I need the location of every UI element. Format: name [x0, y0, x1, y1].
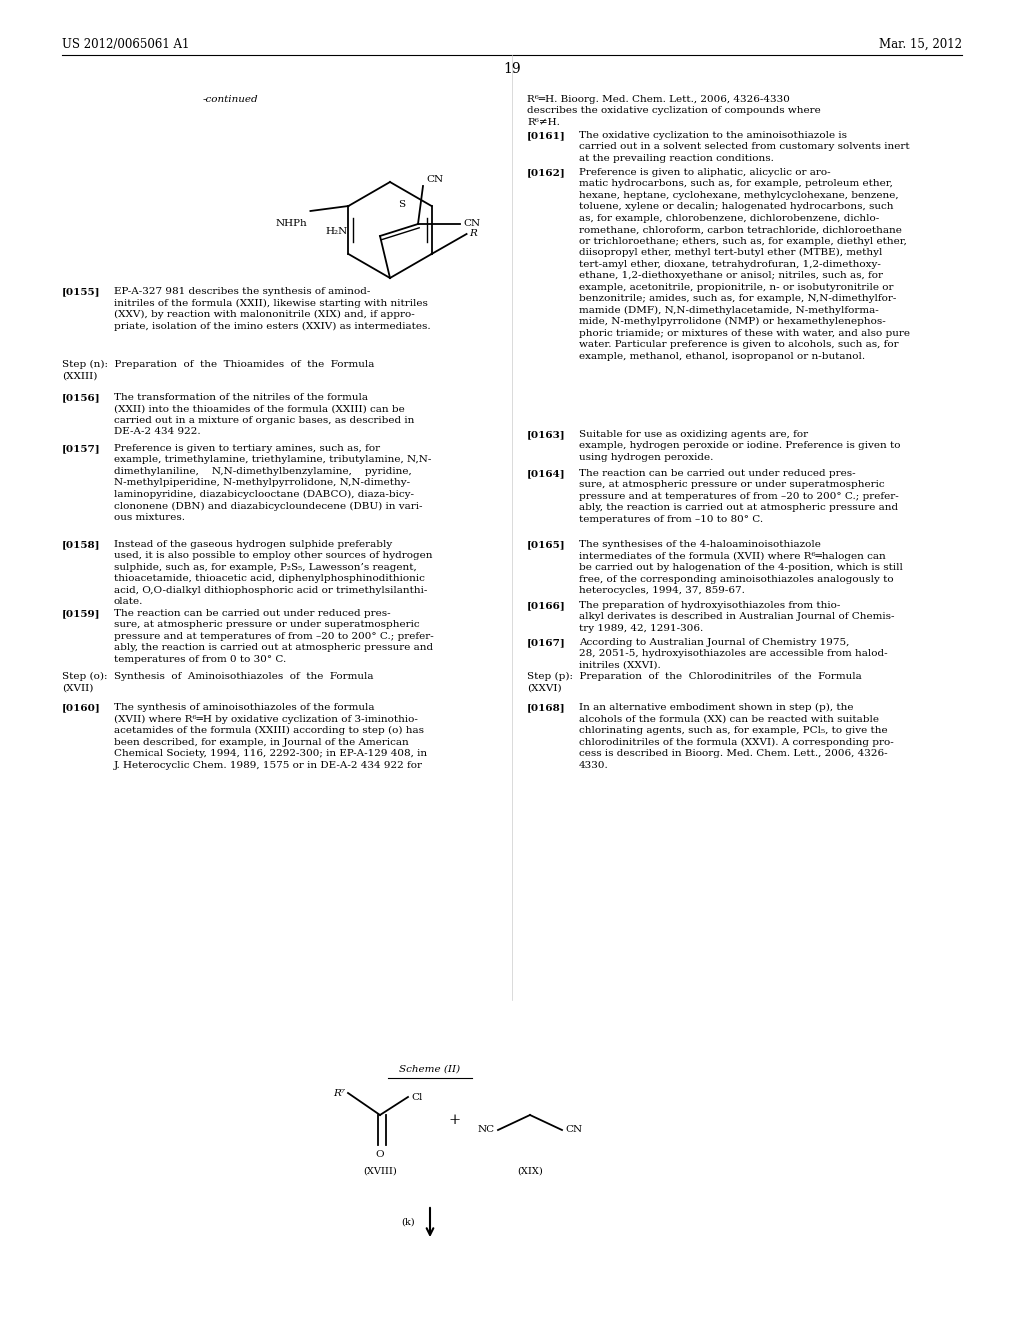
- Text: In an alternative embodiment shown in step (p), the
alcohols of the formula (XX): In an alternative embodiment shown in st…: [579, 704, 894, 770]
- Text: [0167]: [0167]: [527, 638, 565, 647]
- Text: The preparation of hydroxyisothiazoles from thio-
alkyl derivates is described i: The preparation of hydroxyisothiazoles f…: [579, 601, 895, 632]
- Text: Cl: Cl: [411, 1093, 422, 1101]
- Text: O: O: [376, 1150, 384, 1159]
- Text: CN: CN: [463, 219, 480, 228]
- Text: [0156]: [0156]: [62, 393, 100, 403]
- Text: 19: 19: [503, 62, 521, 77]
- Text: Preference is given to aliphatic, alicyclic or aro-
matic hydrocarbons, such as,: Preference is given to aliphatic, alicyc…: [579, 168, 910, 360]
- Text: Mar. 15, 2012: Mar. 15, 2012: [879, 38, 962, 51]
- Text: -continued: -continued: [202, 95, 258, 104]
- Text: [0157]: [0157]: [62, 444, 100, 453]
- Text: Preference is given to tertiary amines, such as, for
example, trimethylamine, tr: Preference is given to tertiary amines, …: [114, 444, 431, 521]
- Text: H₂N: H₂N: [326, 227, 348, 235]
- Text: NHPh: NHPh: [275, 219, 307, 228]
- Text: According to Australian Journal of Chemistry 1975,
28, 2051-5, hydroxyisothiazol: According to Australian Journal of Chemi…: [579, 638, 888, 671]
- Text: Step (p):  Preparation  of  the  Chlorodinitriles  of  the  Formula
(XXVI): Step (p): Preparation of the Chlorodinit…: [527, 672, 862, 693]
- Text: The synthesises of the 4-haloaminoisothiazole
intermediates of the formula (XVII: The synthesises of the 4-haloaminoisothi…: [579, 540, 903, 595]
- Text: [0163]: [0163]: [527, 430, 565, 440]
- Text: [0164]: [0164]: [527, 469, 565, 478]
- Text: R⁶═H. Bioorg. Med. Chem. Lett., 2006, 4326-4330
describes the oxidative cyclizat: R⁶═H. Bioorg. Med. Chem. Lett., 2006, 43…: [527, 95, 821, 127]
- Text: NC: NC: [478, 1126, 495, 1134]
- Text: CN: CN: [565, 1126, 582, 1134]
- Text: [0165]: [0165]: [527, 540, 565, 549]
- Text: [0168]: [0168]: [527, 704, 565, 711]
- Text: [0161]: [0161]: [527, 131, 565, 140]
- Text: US 2012/0065061 A1: US 2012/0065061 A1: [62, 38, 189, 51]
- Text: R: R: [470, 230, 477, 239]
- Text: The transformation of the nitriles of the formula
(XXII) into the thioamides of : The transformation of the nitriles of th…: [114, 393, 415, 437]
- Text: The reaction can be carried out under reduced pres-
sure, at atmospheric pressur: The reaction can be carried out under re…: [579, 469, 899, 524]
- Text: Step (o):  Synthesis  of  Aminoisothiazoles  of  the  Formula
(XVII): Step (o): Synthesis of Aminoisothiazoles…: [62, 672, 374, 693]
- Text: [0160]: [0160]: [62, 704, 100, 711]
- Text: Scheme (II): Scheme (II): [399, 1065, 461, 1074]
- Text: (XVIII): (XVIII): [364, 1167, 397, 1176]
- Text: +: +: [449, 1113, 461, 1127]
- Text: CN: CN: [426, 176, 443, 183]
- Text: [0166]: [0166]: [527, 601, 565, 610]
- Text: Suitable for use as oxidizing agents are, for
example, hydrogen peroxide or iodi: Suitable for use as oxidizing agents are…: [579, 430, 900, 462]
- Text: The oxidative cyclization to the aminoisothiazole is
carried out in a solvent se: The oxidative cyclization to the aminois…: [579, 131, 909, 162]
- Text: [0158]: [0158]: [62, 540, 100, 549]
- Text: The synthesis of aminoisothiazoles of the formula
(XVII) where R⁶═H by oxidative: The synthesis of aminoisothiazoles of th…: [114, 704, 427, 770]
- Text: [0155]: [0155]: [62, 286, 100, 296]
- Text: Instead of the gaseous hydrogen sulphide preferably
used, it is also possible to: Instead of the gaseous hydrogen sulphide…: [114, 540, 432, 606]
- Text: Step (n):  Preparation  of  the  Thioamides  of  the  Formula
(XXIII): Step (n): Preparation of the Thioamides …: [62, 360, 375, 380]
- Text: S: S: [398, 201, 406, 209]
- Text: (k): (k): [401, 1217, 415, 1226]
- Text: (XIX): (XIX): [517, 1167, 543, 1176]
- Text: EP-A-327 981 describes the synthesis of aminod-
initriles of the formula (XXII),: EP-A-327 981 describes the synthesis of …: [114, 286, 431, 331]
- Text: The reaction can be carried out under reduced pres-
sure, at atmospheric pressur: The reaction can be carried out under re…: [114, 609, 434, 664]
- Text: [0162]: [0162]: [527, 168, 565, 177]
- Text: [0159]: [0159]: [62, 609, 100, 618]
- Text: R⁷: R⁷: [333, 1089, 345, 1097]
